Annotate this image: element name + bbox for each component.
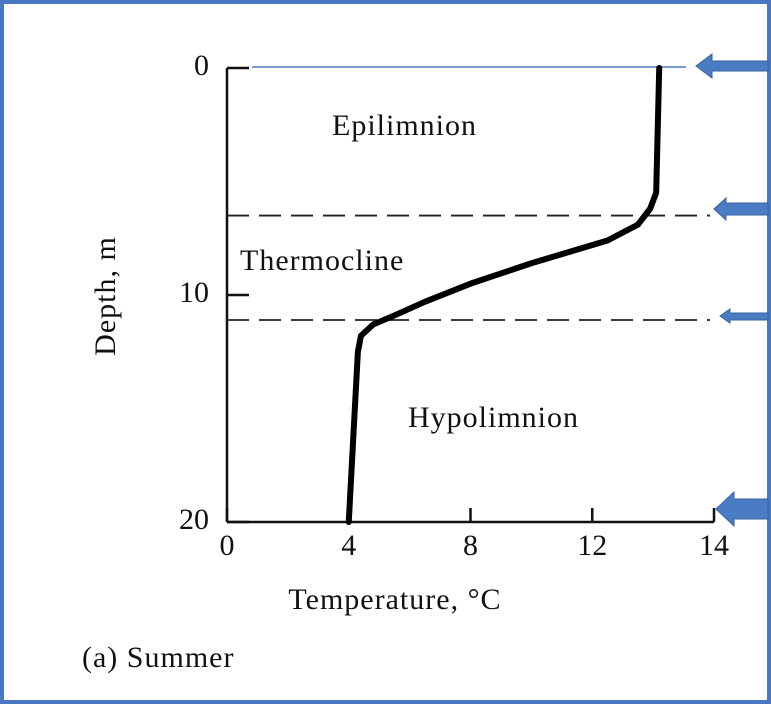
x-tick-label: 14 — [699, 529, 729, 562]
zone-label: Thermocline — [240, 244, 404, 277]
arrow — [715, 490, 769, 528]
y-axis-label: Depth, m — [89, 236, 122, 356]
y-tick-label: 20 — [179, 503, 209, 536]
y-tick-label: 0 — [194, 49, 209, 82]
arrow — [713, 196, 769, 222]
x-tick-label: 4 — [341, 529, 356, 562]
x-tick-label: 0 — [220, 529, 235, 562]
x-tick-label: 12 — [577, 529, 607, 562]
zone-label: Epilimnion — [332, 109, 477, 142]
arrows — [695, 53, 769, 528]
zone-label: Hypolimnion — [408, 401, 579, 434]
x-tick-label: 8 — [463, 529, 478, 562]
x-axis-label: Temperature, °C — [288, 583, 501, 616]
y-tick-label: 10 — [179, 276, 209, 309]
caption: (a) Summer — [82, 641, 234, 674]
arrow — [695, 53, 769, 79]
arrow — [719, 308, 769, 324]
temperature-profile — [345, 65, 663, 525]
